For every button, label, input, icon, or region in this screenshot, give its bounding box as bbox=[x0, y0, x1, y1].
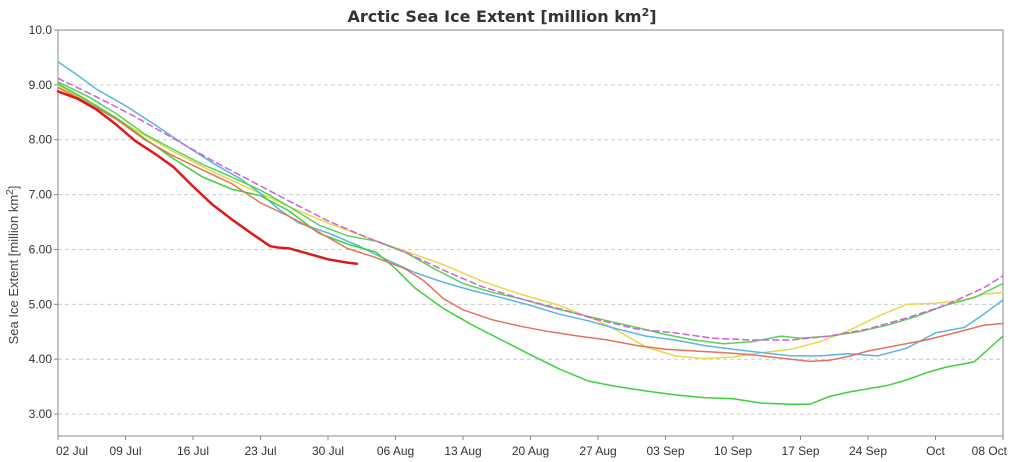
y-tick-label: 6.00 bbox=[29, 242, 53, 256]
y-tick-label: 3.00 bbox=[29, 407, 53, 421]
x-tick-label: Oct bbox=[926, 444, 945, 458]
x-tick-label: 13 Aug bbox=[444, 444, 481, 458]
y-axis-ticks: 3.00 4.00 5.00 6.00 7.00 8.00 9.00 10.0 bbox=[29, 23, 58, 421]
series-line-4 bbox=[57, 86, 1004, 363]
x-tick-label: 03 Sep bbox=[646, 444, 684, 458]
x-tick-label: 16 Jul bbox=[177, 444, 209, 458]
x-tick-label: 10 Sep bbox=[714, 444, 752, 458]
chart-title: Arctic Sea Ice Extent [million km2] bbox=[347, 6, 656, 26]
series-line-3 bbox=[57, 83, 1004, 405]
x-tick-label: 27 Aug bbox=[579, 444, 616, 458]
y-tick-label: 5.00 bbox=[29, 297, 53, 311]
x-tick-label: 24 Sep bbox=[849, 444, 887, 458]
x-tick-label: 08 Oct bbox=[972, 444, 1008, 458]
y-axis-label: Sea Ice Extent [million km2] bbox=[5, 186, 21, 345]
x-tick-label: 06 Aug bbox=[377, 444, 414, 458]
series-lines bbox=[56, 61, 1004, 405]
y-tick-label: 9.00 bbox=[29, 78, 53, 92]
y-tick-label: 8.00 bbox=[29, 133, 53, 147]
x-tick-label: 30 Jul bbox=[312, 444, 344, 458]
series-line-7 bbox=[56, 90, 359, 265]
y-tick-label: 10.0 bbox=[29, 23, 53, 37]
y-tick-label: 4.00 bbox=[29, 352, 53, 366]
series-line-2 bbox=[57, 61, 1004, 357]
plot-area-frame bbox=[57, 29, 1004, 437]
series-line-1 bbox=[57, 85, 1004, 360]
series-line-6 bbox=[57, 77, 1004, 341]
x-tick-label: 02 Jul bbox=[56, 444, 88, 458]
x-axis-ticks: 02 Jul 09 Jul 16 Jul 23 Jul 30 Jul 06 Aug 13 A… bbox=[56, 436, 1008, 458]
x-tick-label: 23 Jul bbox=[244, 444, 276, 458]
x-tick-label: 09 Jul bbox=[109, 444, 141, 458]
gridlines bbox=[58, 84, 1003, 415]
x-tick-label: 17 Sep bbox=[781, 444, 819, 458]
y-tick-label: 7.00 bbox=[29, 188, 53, 202]
x-tick-label: 20 Aug bbox=[512, 444, 549, 458]
